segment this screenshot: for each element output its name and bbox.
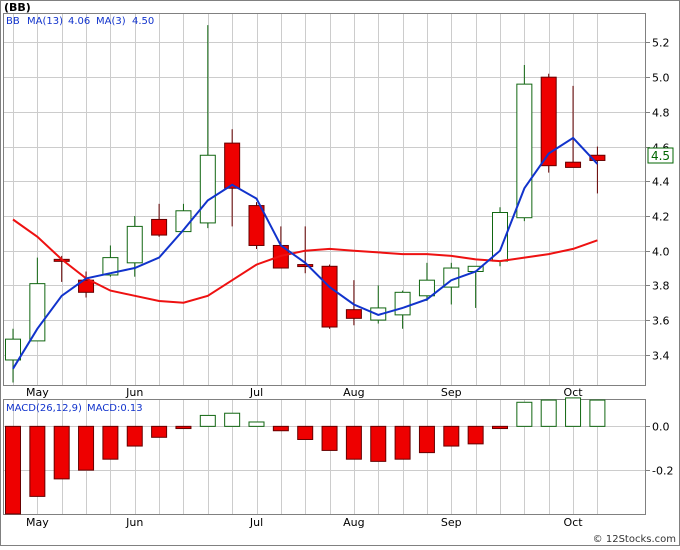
current-price-label: 4.5 (651, 149, 670, 163)
ma13-line (12, 218, 598, 304)
price-tick-label: 4.2 (652, 211, 670, 224)
legend-symbol: BB (6, 16, 20, 27)
candle-up (516, 83, 533, 219)
macd-plot-border (3, 399, 646, 515)
macd-x-tick-label: Aug (343, 516, 364, 529)
macd-bar-positive (565, 397, 582, 427)
macd-bar-negative (492, 425, 508, 430)
macd-x-tick-label: Sep (441, 516, 462, 529)
price-tick-label: 3.4 (652, 350, 670, 363)
macd-bar-negative (297, 425, 314, 440)
price-tick-label: 3.6 (652, 315, 670, 328)
candle-down (565, 161, 582, 168)
macd-bar-positive (248, 421, 265, 427)
candle-down (345, 309, 362, 319)
candle-down (540, 76, 557, 167)
macd-bar-negative (102, 425, 119, 460)
macd-bar-positive (589, 399, 606, 427)
candle-down (589, 154, 606, 161)
macd-tick-label: -0.2 (652, 465, 673, 478)
macd-legend-label: MACD(26,12,9) (6, 403, 82, 414)
macd-bar-negative (418, 425, 435, 454)
candle-down (78, 279, 95, 293)
x-tick-label: Aug (343, 386, 364, 399)
x-tick-label: Jul (249, 386, 263, 399)
macd-bar-negative (53, 425, 70, 480)
candle-up (5, 338, 21, 361)
current-price-box (647, 147, 674, 164)
macd-bar-negative (370, 425, 387, 462)
candle-down (321, 265, 338, 328)
macd-bar-negative (175, 425, 192, 430)
watermark: © 12Stocks.com (593, 534, 676, 545)
macd-bar-negative (78, 425, 95, 471)
candle-up (102, 257, 119, 276)
x-tick-label: Oct (564, 386, 584, 399)
macd-x-tick-label: Jun (125, 516, 143, 529)
x-axis-labels: May Jun Jul Aug Sep Oct (26, 386, 583, 399)
price-tick-label: 5.2 (652, 37, 670, 50)
x-tick-label: Jun (125, 386, 143, 399)
macd-bar-negative (321, 425, 338, 451)
macd-x-axis-labels: May Jun Jul Aug Sep Oct (26, 516, 583, 529)
macd-bar-negative (29, 425, 46, 497)
macd-bar-positive (224, 412, 241, 427)
legend-ma3-label: MA(3) (96, 16, 126, 27)
candle-up (394, 291, 411, 316)
macd-tick-label: 0.0 (652, 421, 670, 434)
legend-ma3-value: 4.50 (132, 16, 154, 27)
macd-x-tick-label: May (26, 516, 49, 529)
candle-up (126, 225, 143, 264)
macd-bar-negative (394, 425, 411, 460)
macd-panel: 0.0 -0.2 MACD(26,12,9) MACD:0.13 (3, 397, 673, 515)
price-panel: 3.43.63.84.04.24.44.64.85.05.2 4.5 (3, 13, 674, 386)
macd-bar-negative (126, 425, 143, 447)
price-tick-label: 5.0 (652, 72, 670, 85)
macd-bar-positive (540, 399, 557, 427)
legend-ma13-label: MA(13) (27, 16, 63, 27)
macd-bar-positive (199, 414, 216, 427)
candle-down (224, 142, 241, 189)
macd-legend-value: MACD:0.13 (87, 403, 143, 414)
macd-bar-negative (272, 425, 289, 432)
candle-down (248, 205, 265, 246)
candle-down (151, 218, 168, 236)
candle-down (297, 264, 314, 268)
candle-up (199, 154, 216, 224)
price-tick-label: 4.0 (652, 246, 670, 259)
legend-ma13-value: 4.06 (68, 16, 90, 27)
candle-up (29, 283, 46, 342)
price-tick-label: 4.8 (652, 107, 670, 120)
price-tick-label: 3.8 (652, 280, 670, 293)
macd-bar-negative (467, 425, 484, 445)
macd-bar-negative (151, 425, 168, 438)
candle-up (418, 279, 435, 297)
macd-bars (5, 397, 606, 515)
macd-bar-negative (345, 425, 362, 460)
x-tick-label: Sep (441, 386, 462, 399)
ma3-line (12, 136, 599, 370)
macd-bar-negative (5, 425, 21, 515)
price-tick-label: 4.4 (652, 176, 670, 189)
macd-x-tick-label: Jul (249, 516, 263, 529)
x-tick-label: May (26, 386, 49, 399)
macd-bar-negative (443, 425, 460, 447)
candlesticks (5, 25, 606, 383)
ticker-title: (BB) (4, 1, 31, 14)
macd-x-tick-label: Oct (564, 516, 584, 529)
macd-bar-positive (516, 401, 533, 427)
macd-axis-ticks: 0.0 -0.2 (646, 421, 673, 478)
price-plot-border (3, 13, 646, 386)
x-axis-band (3, 386, 646, 398)
